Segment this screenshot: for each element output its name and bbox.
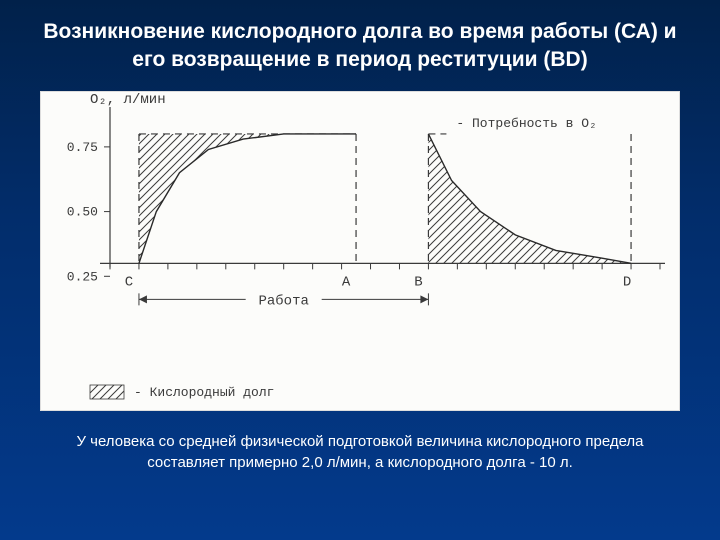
svg-text:O₂, л/мин: O₂, л/мин [90,92,166,108]
oxygen-debt-chart: O₂, л/мин 0.25 0.50 0.75 C A B D Работа - Кислоро… [40,91,680,411]
slide-caption: У человека со средней физической подгото… [40,431,680,473]
slide-root: Возникновение кислородного долга во врем… [0,0,720,540]
svg-text:D: D [623,274,631,290]
svg-text:B: B [414,274,422,290]
svg-text:0.25: 0.25 [67,269,98,284]
svg-text:- Кислородный долг: - Кислородный долг [134,385,274,400]
slide-title: Возникновение кислородного долга во врем… [40,18,680,75]
svg-text:A: A [342,274,351,290]
chart-panel: O₂, л/мин 0.25 0.50 0.75 C A B D Работа - Кислоро… [40,91,680,411]
svg-text:0.75: 0.75 [67,140,98,155]
svg-text:0.50: 0.50 [67,204,98,219]
svg-text:- Потребность в O₂: - Потребность в O₂ [456,116,596,131]
svg-text:Работа: Работа [258,292,308,309]
svg-text:C: C [125,274,133,290]
